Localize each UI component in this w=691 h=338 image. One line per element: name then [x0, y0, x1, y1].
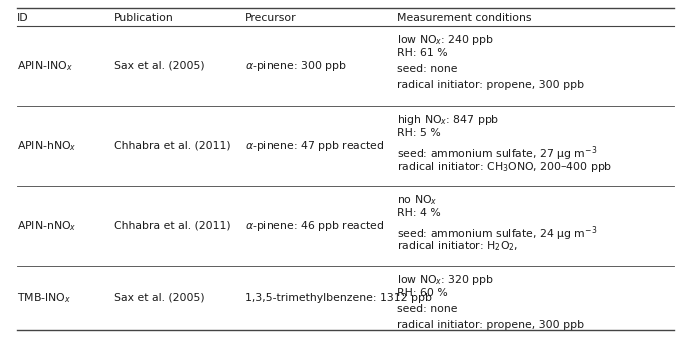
Text: TMB-lNO$_x$: TMB-lNO$_x$ — [17, 291, 71, 305]
Text: Chhabra et al. (2011): Chhabra et al. (2011) — [114, 221, 231, 231]
Text: RH: 60 %: RH: 60 % — [397, 289, 448, 298]
Text: seed: ammonium sulfate, 24 μg m$^{-3}$: seed: ammonium sulfate, 24 μg m$^{-3}$ — [397, 224, 598, 243]
Text: RH: 5 %: RH: 5 % — [397, 128, 441, 139]
Text: seed: none: seed: none — [397, 64, 458, 74]
Text: seed: none: seed: none — [397, 304, 458, 314]
Text: APIN-hNO$_x$: APIN-hNO$_x$ — [17, 139, 77, 153]
Text: radical initiator: propene, 300 ppb: radical initiator: propene, 300 ppb — [397, 319, 585, 330]
Text: radical initiator: CH$_3$ONO, 200–400 ppb: radical initiator: CH$_3$ONO, 200–400 pp… — [397, 160, 613, 173]
Text: $\alpha$-pinene: 46 ppb reacted: $\alpha$-pinene: 46 ppb reacted — [245, 219, 385, 233]
Text: RH: 4 %: RH: 4 % — [397, 209, 441, 218]
Text: Precursor: Precursor — [245, 13, 297, 23]
Text: RH: 61 %: RH: 61 % — [397, 48, 448, 58]
Text: APIN-lNO$_x$: APIN-lNO$_x$ — [17, 59, 73, 73]
Text: radical initiator: H$_2$O$_2$,: radical initiator: H$_2$O$_2$, — [397, 240, 518, 253]
Text: 1,3,5-trimethylbenzene: 1312 ppb: 1,3,5-trimethylbenzene: 1312 ppb — [245, 293, 433, 303]
Text: $\alpha$-pinene: 300 ppb: $\alpha$-pinene: 300 ppb — [245, 59, 347, 73]
Text: Sax et al. (2005): Sax et al. (2005) — [114, 61, 205, 71]
Text: radical initiator: propene, 300 ppb: radical initiator: propene, 300 ppb — [397, 79, 585, 90]
Text: low NO$_x$: 240 ppb: low NO$_x$: 240 ppb — [397, 33, 495, 47]
Text: ID: ID — [17, 13, 29, 23]
Text: no NO$_x$: no NO$_x$ — [397, 193, 437, 207]
Text: APIN-nNO$_x$: APIN-nNO$_x$ — [17, 219, 77, 233]
Text: high NO$_x$: 847 ppb: high NO$_x$: 847 ppb — [397, 113, 500, 127]
Text: $\alpha$-pinene: 47 ppb reacted: $\alpha$-pinene: 47 ppb reacted — [245, 139, 385, 153]
Text: low NO$_x$: 320 ppb: low NO$_x$: 320 ppb — [397, 273, 495, 287]
Text: Publication: Publication — [114, 13, 173, 23]
Text: Sax et al. (2005): Sax et al. (2005) — [114, 293, 205, 303]
Text: seed: ammonium sulfate, 27 μg m$^{-3}$: seed: ammonium sulfate, 27 μg m$^{-3}$ — [397, 144, 598, 163]
Text: Chhabra et al. (2011): Chhabra et al. (2011) — [114, 141, 231, 151]
Text: Measurement conditions: Measurement conditions — [397, 13, 532, 23]
